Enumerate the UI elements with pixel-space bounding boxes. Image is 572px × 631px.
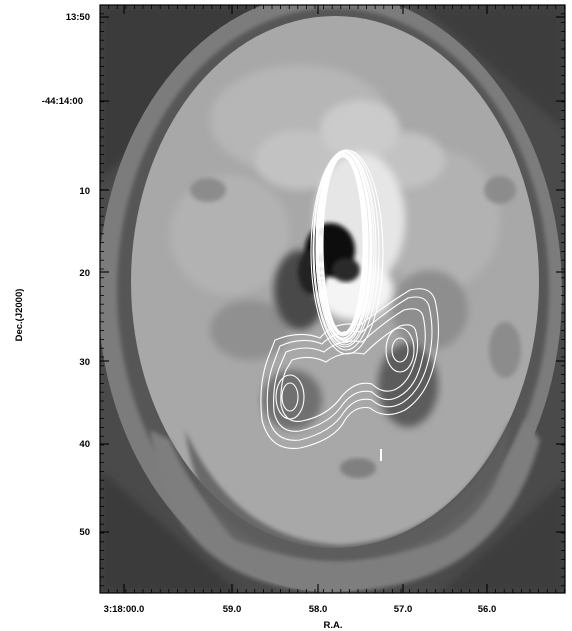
plot-frame bbox=[99, 4, 566, 594]
x-tick-label: 57.0 bbox=[394, 604, 413, 615]
x-tick-label: 59.0 bbox=[223, 604, 242, 615]
x-axis-title: R.A. bbox=[324, 620, 343, 631]
greyscale-image bbox=[100, 5, 565, 593]
x-tick-label: 3:18:00.0 bbox=[104, 604, 145, 615]
x-tick-label: 56.0 bbox=[478, 604, 497, 615]
x-tick-label: 58.0 bbox=[309, 604, 328, 615]
y-tick-label: 10 bbox=[79, 186, 90, 197]
x-axis-labels: 3:18:00.0 59.0 58.0 57.0 56.0 bbox=[104, 604, 497, 615]
y-axis-labels: 13:50 -44:14:00 10 20 30 40 50 bbox=[42, 12, 90, 538]
y-tick-label: 40 bbox=[79, 439, 90, 450]
nucleus-contour-stack bbox=[310, 149, 384, 355]
extended-contours bbox=[260, 288, 440, 449]
y-tick-label: 30 bbox=[79, 357, 90, 368]
contour-overlay bbox=[260, 149, 440, 461]
y-axis-title: Dec.(J2000) bbox=[14, 289, 25, 342]
y-tick-label: 13:50 bbox=[66, 12, 90, 23]
y-tick-label: 20 bbox=[79, 268, 90, 279]
y-tick-label: 50 bbox=[79, 527, 90, 538]
y-tick-label: -44:14:00 bbox=[42, 96, 83, 107]
